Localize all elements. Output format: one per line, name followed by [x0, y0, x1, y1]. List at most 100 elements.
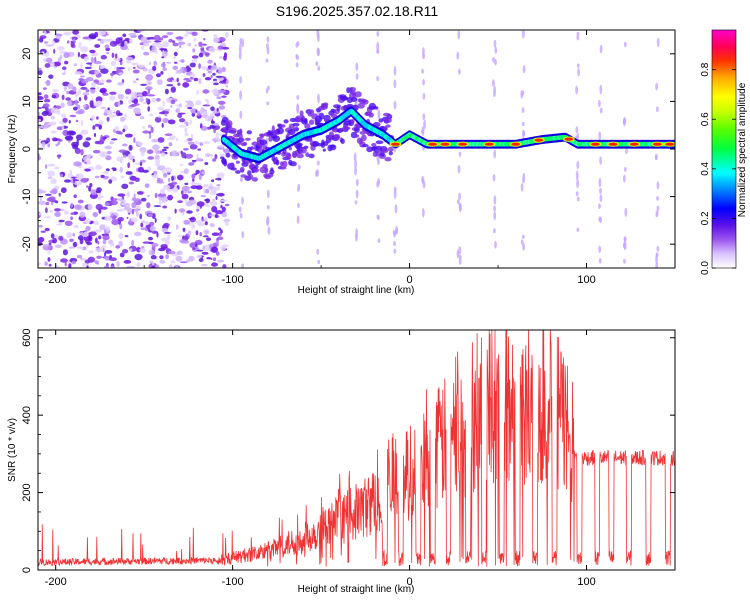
noise-blob — [61, 113, 66, 118]
noise-blob — [80, 119, 84, 126]
noise-blob — [163, 146, 169, 149]
noise-blob — [189, 62, 196, 68]
noise-blob — [60, 258, 68, 263]
noise-blob — [156, 42, 161, 46]
streak-blob — [623, 41, 627, 48]
noise-blob — [216, 96, 222, 99]
noise-blob — [99, 65, 104, 69]
noise-blob — [217, 192, 225, 197]
snr-ylabel: SNR (10 * v/v) — [7, 418, 18, 482]
noise-blob — [177, 113, 183, 119]
noise-blob — [97, 86, 100, 90]
streak-blob — [457, 30, 461, 40]
noise-blob — [100, 68, 109, 74]
noise-blob — [77, 88, 81, 95]
streak-blob — [393, 241, 396, 247]
ridge-halo — [275, 159, 280, 166]
noise-blob — [212, 139, 221, 142]
noise-blob — [104, 252, 107, 257]
noise-blob — [89, 49, 96, 54]
ridge-halo — [282, 160, 288, 168]
noise-blob — [180, 67, 183, 74]
noise-blob — [210, 200, 218, 207]
noise-blob — [62, 117, 68, 123]
ridge-halo — [254, 164, 259, 170]
noise-blob — [105, 168, 110, 172]
noise-blob — [157, 115, 161, 118]
noise-blob — [175, 255, 183, 262]
noise-blob — [156, 79, 163, 85]
noise-blob — [80, 62, 83, 69]
noise-blob — [83, 56, 89, 62]
hotspot — [484, 142, 494, 146]
noise-blob — [193, 77, 199, 82]
noise-blob — [68, 263, 72, 268]
noise-blob — [38, 143, 41, 146]
streak-blob — [576, 227, 580, 232]
noise-blob — [195, 109, 198, 113]
ridge-halo — [235, 170, 241, 174]
streak-blob — [421, 68, 424, 74]
noise-blob — [197, 222, 205, 227]
noise-blob — [170, 99, 176, 105]
streak-blob — [239, 76, 243, 84]
noise-blob — [196, 249, 204, 252]
streak-blob — [522, 242, 525, 251]
noise-blob — [102, 92, 109, 96]
noise-blob — [109, 200, 118, 206]
noise-blob — [121, 79, 125, 84]
noise-blob — [175, 224, 179, 230]
noise-blob — [162, 41, 169, 48]
noise-blob — [38, 111, 41, 116]
noise-blob — [109, 40, 118, 47]
noise-blob — [196, 208, 200, 212]
noise-blob — [189, 144, 198, 150]
noise-blob — [48, 74, 54, 79]
streak-blob — [393, 79, 397, 89]
noise-blob — [119, 223, 123, 230]
streak-blob — [576, 160, 580, 170]
noise-blob — [125, 171, 133, 175]
noise-blob — [47, 257, 51, 262]
noise-blob — [187, 138, 193, 141]
noise-blob — [182, 235, 185, 240]
noise-blob — [38, 138, 43, 142]
noise-blob — [57, 57, 62, 63]
streak-blob — [457, 164, 461, 174]
noise-blob — [117, 217, 124, 222]
noise-blob — [211, 246, 218, 253]
ridge-halo — [309, 109, 315, 115]
noise-blob — [199, 232, 202, 237]
noise-blob — [73, 224, 79, 229]
noise-blob — [105, 52, 110, 54]
noise-blob — [136, 191, 144, 195]
streak-blob — [599, 44, 603, 54]
noise-blob — [201, 264, 208, 267]
noise-blob — [110, 72, 115, 76]
streak-blob — [394, 204, 398, 214]
streak-blob — [354, 200, 358, 205]
spectrogram-ytick-label: 20 — [21, 48, 33, 60]
noise-blob — [80, 86, 88, 90]
noise-blob — [110, 196, 114, 202]
noise-blob — [70, 212, 75, 216]
noise-blob — [126, 191, 131, 198]
noise-blob — [100, 174, 105, 179]
streak-blob — [377, 109, 381, 120]
noise-blob — [196, 90, 199, 95]
ridge-halo — [304, 123, 311, 129]
noise-blob — [161, 56, 165, 59]
noise-blob — [85, 89, 90, 93]
noise-blob — [80, 129, 89, 135]
noise-blob — [142, 90, 148, 97]
noise-blob — [62, 72, 66, 76]
noise-blob — [136, 262, 141, 268]
spectrogram-xtick-label: -100 — [222, 274, 244, 286]
noise-blob — [151, 242, 159, 247]
hotspot — [511, 142, 521, 146]
noise-blob — [38, 95, 44, 101]
ridge-halo — [350, 97, 358, 102]
noise-blob — [61, 125, 64, 131]
streak-blob — [458, 192, 461, 201]
streak-blob — [520, 239, 524, 245]
